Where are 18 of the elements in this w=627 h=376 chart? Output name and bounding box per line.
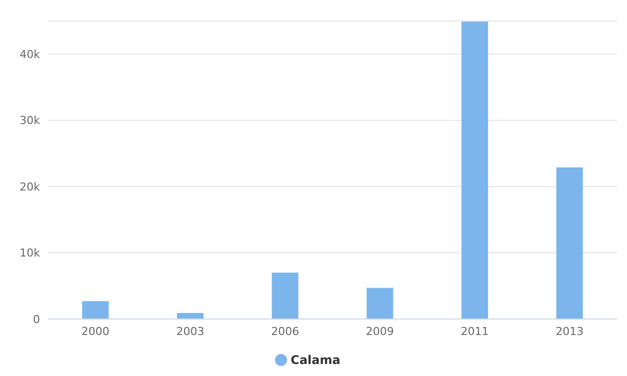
bar	[272, 272, 298, 319]
x-tick-label: 2000	[81, 324, 110, 338]
x-tick-label: 2009	[366, 324, 394, 338]
x-tick-label: 2003	[176, 324, 204, 338]
y-tick-label: 10k	[20, 246, 41, 260]
bar	[461, 22, 488, 319]
bar	[366, 288, 394, 319]
y-tick-label: 40k	[20, 48, 41, 62]
x-tick-label: 2013	[556, 324, 584, 338]
y-tick-label: 30k	[20, 114, 41, 128]
x-tick-label: 2006	[271, 324, 300, 338]
y-tick-label: 20k	[20, 180, 41, 194]
x-tick-label: 2011	[460, 324, 489, 338]
bar	[176, 313, 204, 319]
legend-label: Calama	[290, 353, 340, 367]
bar	[82, 301, 109, 319]
y-tick-label: 0	[33, 312, 40, 326]
bar	[556, 167, 583, 319]
